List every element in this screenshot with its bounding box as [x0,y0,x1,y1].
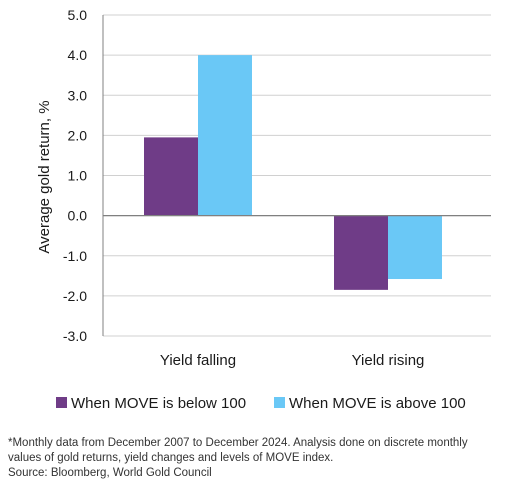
y-tick-label: -3.0 [63,328,87,344]
category-label: Yield falling [160,352,236,369]
footnote: *Monthly data from December 2007 to Dece… [8,436,508,481]
category-labels: Yield falling Yield rising [160,352,424,369]
bar-above-100-yield-falling [198,55,252,216]
y-tick-label: 0.0 [68,208,88,224]
footnote-line-1: *Monthly data from December 2007 to Dece… [8,437,468,449]
axes [102,15,491,336]
footnote-source: Source: Bloomberg, World Gold Council [8,467,212,479]
y-axis-title: Average gold return, % [36,100,53,253]
y-tick-label: 4.0 [68,47,88,63]
y-tick-label: 2.0 [68,127,88,143]
legend-label: When MOVE is below 100 [71,395,246,412]
bars [144,55,442,290]
legend-swatch [56,397,67,408]
bar-below-100-yield-rising [334,215,388,290]
y-tick-label: 3.0 [68,87,88,103]
footnote-line-2: values of gold returns, yield changes an… [8,452,334,464]
y-tick-label: 5.0 [68,7,88,23]
y-tick-label: 1.0 [68,168,88,184]
bar-above-100-yield-rising [388,215,442,280]
legend-label: When MOVE is above 100 [289,395,466,412]
y-tick-labels: 5.0 4.0 3.0 2.0 1.0 0.0 -1.0 -2.0 -3.0 [63,7,87,344]
y-tick-label: -2.0 [63,288,87,304]
category-label: Yield rising [352,352,425,369]
bar-below-100-yield-falling [144,137,198,216]
legend-swatch [274,397,285,408]
y-tick-label: -1.0 [63,248,87,264]
legend: When MOVE is below 100 When MOVE is above… [56,395,466,412]
